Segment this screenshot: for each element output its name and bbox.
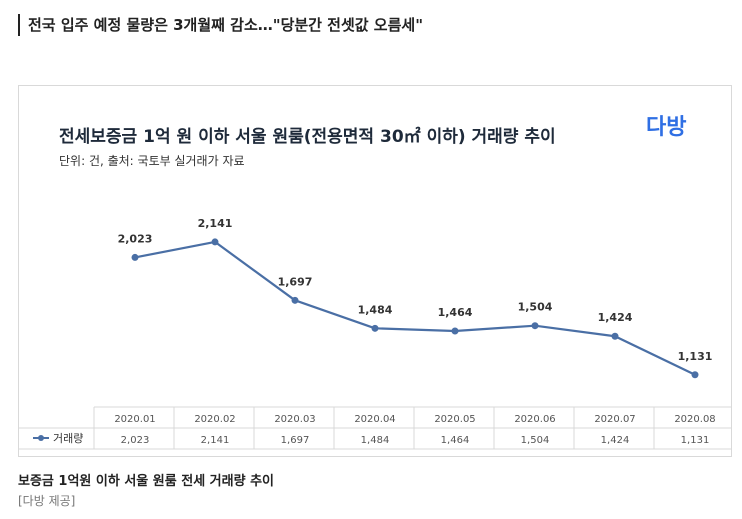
data-point	[611, 332, 619, 340]
x-tick-label: 2020.05	[434, 414, 475, 425]
table-value: 1,464	[441, 435, 470, 446]
legend-marker	[38, 435, 44, 441]
x-tick-label: 2020.08	[674, 414, 715, 425]
table-value: 1,131	[681, 435, 710, 446]
table-value: 1,504	[521, 435, 550, 446]
chart-panel: 전세보증금 1억 원 이하 서울 원룸(전용면적 30㎡ 이하) 거래량 추이 …	[18, 85, 732, 457]
x-tick-label: 2020.04	[354, 414, 395, 425]
data-point	[531, 322, 539, 330]
series-line	[134, 240, 696, 376]
x-tick-label: 2020.02	[194, 414, 235, 425]
data-label: 1,504	[518, 301, 553, 314]
x-tick-label: 2020.03	[274, 414, 315, 425]
x-tick-label: 2020.06	[514, 414, 555, 425]
legend-label: 거래량	[53, 432, 83, 445]
data-label: 1,131	[678, 350, 713, 363]
image-credit: [다방 제공]	[18, 494, 76, 508]
data-label: 2,023	[118, 232, 153, 245]
chart-title: 전세보증금 1억 원 이하 서울 원룸(전용면적 30㎡ 이하) 거래량 추이	[59, 127, 556, 147]
dabang-logo: 다방	[646, 115, 686, 140]
data-point	[691, 371, 699, 379]
data-label: 1,424	[598, 311, 633, 324]
data-point	[371, 324, 379, 332]
table-value: 1,697	[281, 435, 310, 446]
table-value: 2,023	[121, 435, 150, 446]
data-point	[451, 327, 459, 335]
table-value: 1,484	[361, 435, 390, 446]
table-value: 2,141	[201, 435, 230, 446]
table-value: 1,424	[601, 435, 630, 446]
figure-caption: 보증금 1억원 이하 서울 원룸 전세 거래량 추이	[18, 474, 275, 489]
data-point	[291, 296, 299, 304]
x-tick-label: 2020.07	[594, 414, 635, 425]
logo-text: 다방	[646, 115, 686, 140]
data-label: 1,484	[358, 303, 393, 316]
data-label: 1,464	[438, 306, 473, 319]
data-label: 2,141	[198, 217, 233, 230]
data-label: 1,697	[278, 275, 313, 288]
chart-subtitle: 단위: 건, 출처: 국토부 실거래가 자료	[59, 154, 245, 168]
line-chart: 거래량 2020.01 2,023 2020.02 2,141 2020.03 1,697 2…	[19, 217, 731, 450]
headline: 전국 입주 예정 물량은 3개월째 감소…"당분간 전셋값 오름세"	[18, 14, 423, 36]
x-tick-label: 2020.01	[114, 414, 155, 425]
data-point	[211, 238, 219, 246]
data-point	[131, 253, 139, 261]
